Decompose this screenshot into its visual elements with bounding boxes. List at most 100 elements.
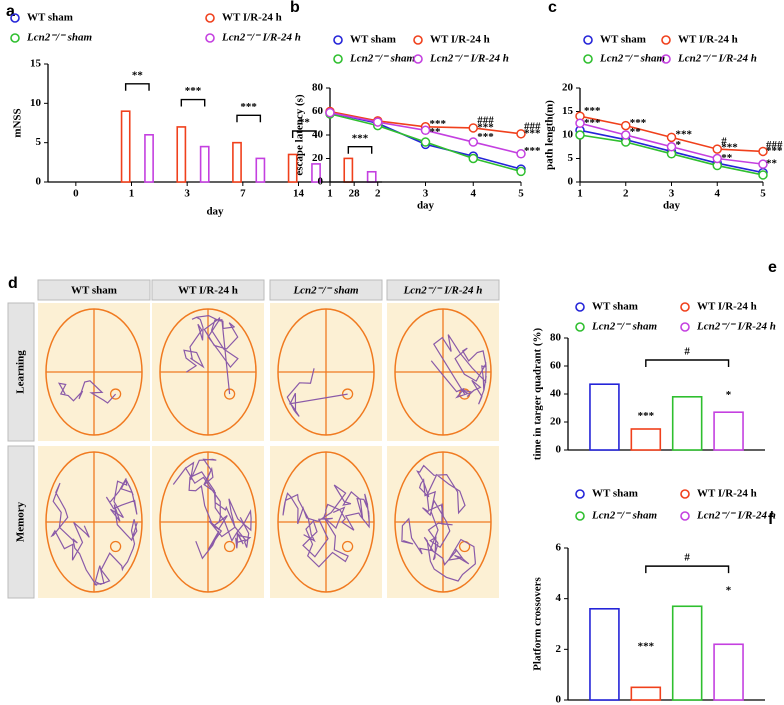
legend-label: Lcn2⁻/⁻ sham <box>591 321 658 333</box>
y-axis-label: path length(m) <box>544 100 556 170</box>
y-tick-label: 6 <box>556 542 562 554</box>
point <box>373 117 383 127</box>
annotation: ** <box>299 117 311 129</box>
annotation: *** <box>430 118 447 130</box>
y-tick-label: 0 <box>556 444 562 456</box>
annotation: * <box>676 139 682 151</box>
platform <box>223 540 236 553</box>
legend-marker <box>575 511 585 521</box>
x-tick-label: 1 <box>577 188 583 200</box>
x-axis-label: day <box>206 206 224 218</box>
y-tick-label: 5 <box>568 152 574 164</box>
platform <box>109 388 122 400</box>
bar <box>255 157 266 183</box>
x-tick-label: 1 <box>129 188 135 200</box>
legend-marker <box>333 35 343 45</box>
annotation: *** <box>185 85 202 97</box>
legend-marker <box>575 322 585 332</box>
x-tick-label: 1 <box>327 188 333 200</box>
legend-label: WT I/R-24 h <box>697 301 757 313</box>
legend-label: Lcn2⁻/⁻ I/R-24 h <box>429 53 509 65</box>
annotation: * <box>726 585 732 597</box>
y-axis-label: escape latency (s) <box>294 94 306 176</box>
annotation: # <box>684 552 690 564</box>
annotation: *** <box>721 142 738 154</box>
platform <box>341 540 354 553</box>
annotation: ### <box>477 114 494 126</box>
significance-bracket <box>645 565 730 574</box>
significance-bracket <box>347 146 373 154</box>
legend-label: Lcn2⁻/⁻ I/R-24 h <box>221 32 301 44</box>
point <box>758 170 768 180</box>
annotation: *** <box>584 117 601 129</box>
y-tick-label: 0 <box>568 176 574 188</box>
bar <box>232 141 242 183</box>
x-tick-label: 3 <box>184 188 190 200</box>
annotation: ** <box>766 158 778 170</box>
point <box>621 120 631 131</box>
annotation: ** <box>132 69 144 81</box>
point <box>666 142 677 152</box>
x-tick-label: 3 <box>423 188 429 200</box>
bar <box>311 163 321 183</box>
legend-label: Lcn2⁻/⁻ sham <box>591 510 658 522</box>
panel-letter: f <box>768 511 774 528</box>
bar <box>287 153 298 183</box>
panel-letter: b <box>290 0 300 16</box>
swim-path <box>183 314 239 395</box>
swim-path <box>50 477 138 586</box>
y-tick-label: 4 <box>556 592 562 604</box>
point <box>468 153 478 164</box>
swim-path <box>430 334 487 405</box>
panel-letter: e <box>768 259 777 276</box>
point <box>516 129 526 139</box>
annotation: *** <box>477 121 494 133</box>
point <box>712 144 722 154</box>
y-tick-label: 5 <box>36 136 42 148</box>
point <box>758 146 768 157</box>
bar <box>343 157 354 183</box>
significance-bracket <box>291 130 317 138</box>
legend-label: Lcn2⁻/⁻ sham <box>26 32 93 44</box>
significance-bracket <box>236 114 262 123</box>
row-header: Memory <box>15 501 27 542</box>
panel-letter: a <box>6 3 15 20</box>
annotation: *** <box>524 145 541 157</box>
y-tick-label: 2 <box>556 643 562 655</box>
bar <box>176 126 187 183</box>
legend-label: WT I/R-24 h <box>697 488 757 500</box>
platform <box>341 388 354 400</box>
row-header-box <box>7 302 35 442</box>
legend-marker <box>413 54 423 64</box>
column-header: Lcn2⁻/⁻ sham <box>292 285 359 297</box>
annotation: *** <box>638 640 655 652</box>
legend-marker <box>583 35 593 45</box>
x-tick-label: 5 <box>760 188 766 200</box>
column-header-box <box>151 279 265 301</box>
x-tick-label: 3 <box>669 188 675 200</box>
legend-label: WT sham <box>27 12 73 24</box>
annotation: ### <box>524 120 541 132</box>
x-tick-label: 0 <box>73 188 79 200</box>
y-tick-label: 80 <box>312 82 324 94</box>
legend-marker <box>10 33 20 43</box>
legend-marker <box>661 54 671 64</box>
bar <box>199 145 210 183</box>
point <box>420 125 431 136</box>
swim-path <box>57 380 117 404</box>
annotation: # <box>721 136 727 148</box>
annotation: *** <box>638 410 655 422</box>
legend-marker <box>680 322 690 332</box>
annotation: # <box>684 346 690 358</box>
bar <box>589 383 620 451</box>
x-tick-label: 2 <box>375 188 381 200</box>
legend-marker <box>680 302 690 312</box>
annotation: *** <box>584 105 601 117</box>
legend-marker <box>575 302 585 312</box>
point <box>621 130 631 140</box>
annotation: *** <box>352 132 369 144</box>
legend-marker <box>205 33 215 43</box>
annotation: ### <box>766 139 783 151</box>
bar <box>713 411 744 451</box>
